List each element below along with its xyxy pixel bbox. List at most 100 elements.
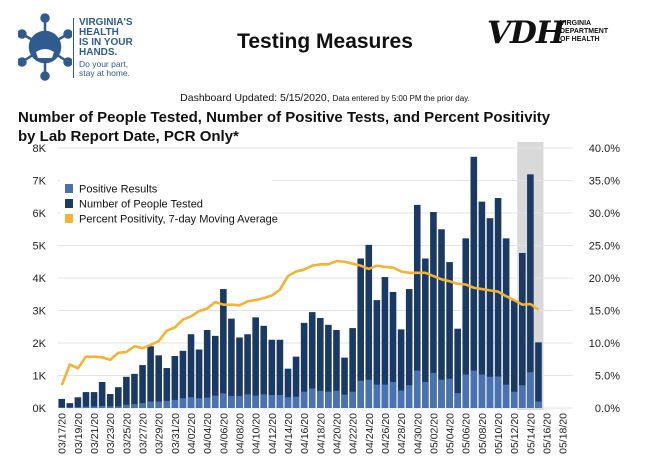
line-percent-positivity [60, 259, 540, 386]
bar-people-tested [284, 368, 292, 408]
bar-positive-results [357, 380, 364, 408]
y-right-tick-label: 40.0% [589, 143, 620, 155]
x-tick-label: 03/21/20 [89, 413, 101, 454]
bar-positive-results [203, 397, 211, 408]
legend-swatch [65, 184, 73, 193]
bar-people-tested [470, 156, 478, 408]
bar-positive-results [397, 390, 405, 408]
bar-positive-results [115, 406, 122, 408]
bar-people-tested [381, 277, 389, 408]
virus-icon [17, 13, 73, 81]
x-tick-label: 04/02/20 [186, 413, 198, 454]
bar-people-tested [308, 312, 316, 408]
bar-positive-results [341, 394, 348, 408]
y-left-tick-label: 2K [33, 338, 47, 350]
bar-positive-results [381, 384, 389, 408]
x-tick-label: 04/28/20 [396, 413, 408, 454]
y-right-tick-label: 10.0% [589, 338, 620, 350]
bar-people-tested [187, 334, 195, 408]
x-tick-label: 04/30/20 [412, 413, 424, 454]
vdh-subtext: VIRGINIA DEPARTMENT OF HEALTH [560, 20, 609, 43]
bar-positive-results [131, 404, 138, 408]
y-left-tick-label: 0K [33, 403, 47, 415]
logo-subtext: Do your part, stay at home. [79, 59, 131, 78]
bar-people-tested [349, 328, 356, 408]
legend-swatch [65, 214, 73, 223]
bar-people-tested [535, 342, 542, 408]
x-tick-label: 03/29/20 [154, 413, 166, 454]
bar-positive-results [535, 401, 542, 408]
bar-positive-results [252, 395, 259, 408]
bar-people-tested [519, 252, 526, 408]
updated-note: Data entered by 5:00 PM the prior day. [332, 94, 470, 103]
x-tick-label: 04/18/20 [315, 413, 327, 454]
bar-people-tested [106, 394, 114, 408]
x-tick-label: 04/14/20 [283, 413, 295, 454]
bar-people-tested [228, 318, 235, 408]
bar-people-tested [58, 398, 66, 408]
bar-positive-results [502, 384, 510, 408]
y-left-tick-label: 3K [33, 306, 47, 318]
bar-people-tested [74, 397, 82, 408]
bar-positive-results [195, 398, 203, 408]
bar-positive-results [317, 390, 324, 408]
bar-people-tested [430, 212, 437, 408]
x-tick-label: 03/25/20 [121, 413, 133, 454]
bar-people-tested [341, 357, 348, 408]
bar-positive-results [389, 382, 397, 408]
bar-people-tested [163, 368, 171, 408]
bar-positive-results [179, 398, 187, 408]
bar-people-tested [373, 300, 381, 408]
chart-title-line: Number of People Tested, Number of Posit… [18, 109, 551, 126]
bar-positive-results [422, 382, 429, 408]
bar-positive-results [211, 395, 219, 408]
bar-positive-results [292, 396, 300, 408]
bar-people-tested [276, 339, 284, 408]
bar-positive-results [470, 370, 478, 408]
x-tick-label: 04/24/20 [364, 413, 376, 454]
bar-people-tested [139, 365, 146, 408]
x-tick-label: 05/08/20 [477, 413, 489, 454]
y-left-tick-label: 6K [33, 208, 47, 220]
bar-positive-results [333, 390, 340, 408]
bar-positive-results [446, 378, 453, 408]
virginias-health-logo: VIRGINIA'S HEALTH IS IN YOUR HANDS. Do y… [17, 12, 138, 92]
x-tick-label: 04/10/20 [251, 413, 263, 454]
bar-people-tested [155, 355, 162, 408]
y-right-tick-label: 15.0% [589, 306, 620, 318]
bar-positive-results [519, 385, 526, 408]
y-right-tick-label: 30.0% [589, 208, 620, 220]
y-left-tick-label: 5K [33, 241, 47, 253]
bar-positive-results [527, 372, 534, 408]
x-tick-label: 03/19/20 [73, 413, 85, 454]
y-left-tick-label: 7K [33, 176, 47, 188]
bar-positive-results [228, 395, 235, 408]
bar-people-tested [236, 337, 243, 408]
bar-people-tested [203, 330, 211, 408]
x-tick-label: 03/23/20 [105, 413, 117, 454]
legend [60, 178, 272, 228]
dashboard-updated: Dashboard Updated: 5/15/2020, Data enter… [0, 92, 650, 104]
y-right-tick-label: 35.0% [589, 176, 620, 188]
bar-people-tested [397, 329, 405, 408]
bar-people-tested [462, 238, 470, 408]
bar-positive-results [486, 376, 494, 408]
bar-people-tested [90, 392, 98, 408]
bar-positive-results [268, 395, 276, 408]
x-tick-label: 04/04/20 [202, 413, 214, 454]
y-left-tick-label: 4K [33, 273, 47, 285]
x-tick-label: 03/27/20 [138, 413, 150, 454]
y-right-tick-label: 0.0% [595, 403, 620, 415]
bar-people-tested [195, 349, 203, 408]
bar-positive-results [325, 391, 332, 408]
x-tick-label: 04/16/20 [299, 413, 311, 454]
x-tick-label: 03/17/20 [57, 413, 69, 454]
legend-label: Number of People Tested [79, 199, 203, 211]
bar-people-tested [357, 258, 364, 408]
bar-positive-results [405, 385, 413, 408]
x-tick-label: 04/12/20 [267, 413, 279, 454]
page-title: Testing Measures [237, 30, 413, 53]
legend-label: Percent Positivity, 7-day Moving Average [79, 214, 278, 226]
y-left-tick-label: 8K [33, 143, 47, 155]
x-tick-label: 05/12/20 [509, 413, 521, 454]
